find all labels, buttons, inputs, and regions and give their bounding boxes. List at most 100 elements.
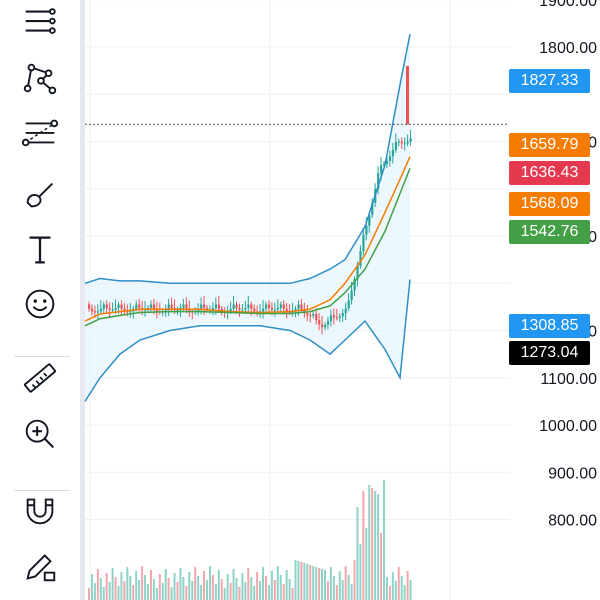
chart-area[interactable]: 2000.001900.001800.001600.001400.001200.… bbox=[80, 0, 600, 600]
volume-bar bbox=[188, 572, 191, 600]
candle bbox=[380, 165, 383, 174]
volume-bar bbox=[338, 571, 341, 600]
volume-bar bbox=[147, 584, 149, 600]
candle bbox=[377, 173, 380, 189]
volume-bar bbox=[265, 576, 267, 600]
volume-bar bbox=[226, 574, 229, 600]
volume-bar bbox=[211, 575, 214, 600]
candle bbox=[135, 304, 138, 309]
volume-bar bbox=[335, 585, 338, 600]
candle bbox=[335, 317, 338, 319]
candle bbox=[321, 324, 324, 328]
moving-average-orange bbox=[84, 156, 411, 322]
volume-bar bbox=[309, 565, 312, 600]
volume-bar bbox=[203, 571, 206, 600]
bollinger-upper-line bbox=[84, 34, 411, 285]
candle bbox=[149, 304, 153, 308]
candle bbox=[232, 304, 235, 309]
candle bbox=[138, 304, 141, 308]
volume-bar bbox=[141, 566, 144, 600]
brush-tool[interactable] bbox=[14, 172, 66, 216]
volume-bar bbox=[235, 578, 238, 600]
volume-bar bbox=[223, 588, 226, 600]
volume-bar bbox=[114, 577, 117, 600]
volume-bar bbox=[285, 570, 288, 600]
zoom-in-tool[interactable] bbox=[14, 412, 66, 456]
volume-bar bbox=[279, 575, 282, 600]
candle bbox=[297, 304, 300, 309]
volume-bar bbox=[158, 574, 161, 600]
volume-bar bbox=[359, 544, 362, 600]
volume-bar bbox=[132, 585, 135, 600]
toolbar-separator bbox=[14, 490, 70, 491]
candle bbox=[247, 304, 250, 308]
volume-bar bbox=[380, 533, 383, 600]
candle bbox=[394, 141, 397, 151]
volume-bar bbox=[99, 578, 102, 600]
candle bbox=[403, 143, 406, 145]
candle bbox=[93, 311, 97, 313]
volume-bar bbox=[306, 564, 309, 600]
volume-bar bbox=[368, 485, 371, 600]
volume-bar bbox=[256, 572, 259, 600]
volume-bar bbox=[229, 583, 232, 600]
candle bbox=[241, 309, 244, 311]
volume-bar bbox=[105, 573, 108, 600]
candle bbox=[315, 313, 318, 321]
volume-bar bbox=[144, 575, 147, 600]
volume-bar bbox=[244, 582, 247, 600]
volume-bar bbox=[288, 579, 291, 600]
fib-retracement-tool[interactable] bbox=[14, 110, 66, 154]
volume-bar bbox=[388, 586, 391, 600]
volume-bar bbox=[170, 587, 173, 600]
candle bbox=[371, 202, 374, 216]
price-axis-tick: 1100.00 bbox=[540, 371, 597, 388]
volume-bar bbox=[197, 576, 200, 600]
volume-bar bbox=[155, 588, 158, 600]
horizontal-lines-icon bbox=[25, 8, 56, 34]
volume-bar bbox=[332, 576, 335, 600]
volume-bar bbox=[88, 588, 90, 600]
volume-bar bbox=[344, 566, 347, 600]
price-axis-tick: 1000.00 bbox=[539, 418, 597, 435]
volume-bar bbox=[120, 572, 123, 600]
candle bbox=[144, 309, 147, 311]
volume-bar bbox=[321, 569, 324, 600]
volume-bar bbox=[253, 586, 256, 600]
pattern-tool[interactable] bbox=[14, 56, 66, 100]
price-tag: 1542.76 bbox=[509, 220, 590, 244]
candle bbox=[276, 307, 279, 310]
volume-bar bbox=[262, 567, 265, 600]
emoji-tool[interactable] bbox=[14, 282, 66, 326]
magnet-tool[interactable] bbox=[14, 488, 66, 532]
candle bbox=[188, 308, 191, 312]
candle bbox=[388, 156, 392, 161]
volume-bar bbox=[161, 583, 164, 600]
volume-bar bbox=[123, 581, 126, 600]
volume-bar bbox=[117, 586, 120, 600]
volume-bar bbox=[167, 578, 170, 600]
volume-bar bbox=[374, 491, 377, 600]
text-icon bbox=[29, 236, 51, 264]
candle bbox=[353, 279, 356, 291]
volume-bar bbox=[300, 562, 303, 600]
candle bbox=[285, 308, 288, 312]
text-tool[interactable] bbox=[14, 228, 66, 272]
price-tag: 1827.33 bbox=[509, 69, 590, 93]
pencil-lock-tool[interactable] bbox=[14, 544, 66, 588]
horizontal-lines-tool[interactable] bbox=[14, 0, 66, 44]
candle bbox=[244, 307, 247, 310]
candle bbox=[356, 265, 359, 280]
candle bbox=[105, 304, 108, 308]
candle bbox=[368, 215, 371, 226]
candle bbox=[406, 141, 409, 144]
candle bbox=[341, 313, 344, 317]
candle bbox=[229, 308, 232, 312]
volume-bar bbox=[241, 573, 244, 600]
zoom-in-icon bbox=[25, 419, 55, 449]
candle bbox=[397, 141, 400, 143]
volume-bar bbox=[282, 584, 285, 600]
volume-bar bbox=[194, 567, 197, 600]
price-chart[interactable]: 2000.001900.001800.001600.001400.001200.… bbox=[80, 0, 600, 600]
ruler-tool[interactable] bbox=[14, 356, 66, 400]
